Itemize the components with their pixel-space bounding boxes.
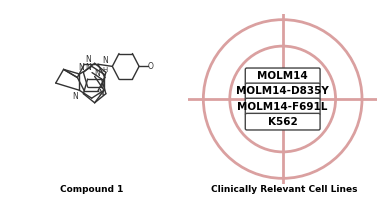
Text: N: N [85,63,91,72]
Text: N: N [79,63,84,72]
Text: N: N [85,55,91,64]
Text: MOLM14-D835Y: MOLM14-D835Y [236,86,329,96]
FancyBboxPatch shape [245,83,320,100]
FancyBboxPatch shape [245,68,320,85]
Text: Clinically Relevant Cell Lines: Clinically Relevant Cell Lines [211,185,358,194]
Text: H: H [102,67,108,73]
Text: MOLM14-F691L: MOLM14-F691L [238,102,328,112]
Text: N: N [94,69,100,78]
FancyBboxPatch shape [245,113,320,130]
Text: O: O [148,62,154,71]
Text: Compound 1: Compound 1 [60,185,123,194]
Text: N: N [102,56,108,65]
Text: K562: K562 [268,117,298,127]
Text: N: N [99,89,104,98]
FancyBboxPatch shape [245,98,320,115]
Text: MOLM14: MOLM14 [257,71,308,81]
Text: N: N [72,92,78,101]
